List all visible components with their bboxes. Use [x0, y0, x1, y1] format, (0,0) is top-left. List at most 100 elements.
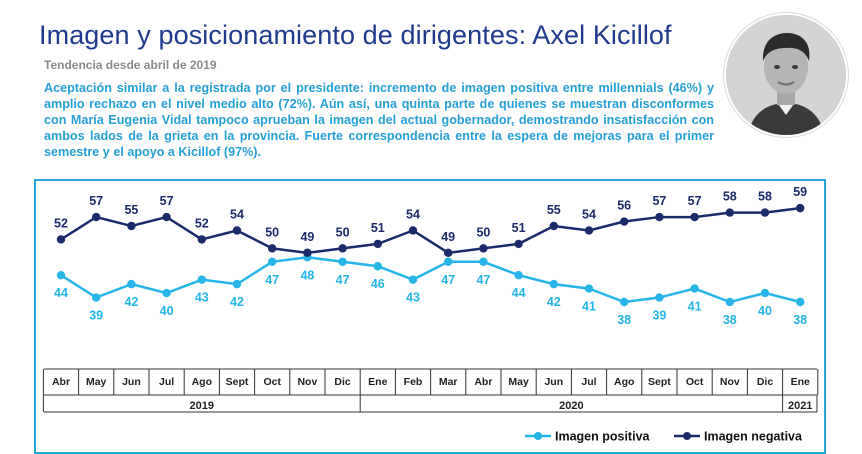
data-label: 48	[300, 268, 314, 282]
data-point	[479, 257, 488, 266]
data-label: 56	[617, 199, 631, 213]
x-tick-label: Jul	[581, 376, 596, 388]
x-tick-label: Mar	[439, 376, 458, 388]
x-tick-label: Nov	[297, 376, 317, 388]
data-point	[796, 297, 805, 307]
page-subtitle: Tendencia desde abril de 2019	[44, 58, 217, 72]
data-label: 57	[89, 194, 103, 208]
data-label: 47	[441, 273, 455, 287]
data-label: 47	[336, 273, 350, 287]
data-label: 52	[54, 216, 68, 230]
portrait-photo	[724, 13, 848, 137]
data-label: 42	[124, 295, 138, 309]
data-point	[373, 262, 382, 271]
data-label: 44	[54, 286, 68, 300]
x-tick-label: May	[86, 376, 107, 388]
x-tick-label: Ago	[192, 376, 212, 388]
data-label: 54	[582, 207, 596, 221]
data-label: 41	[582, 300, 596, 314]
x-tick-label: Dic	[757, 376, 774, 388]
data-point	[127, 221, 136, 231]
data-label: 58	[758, 190, 772, 204]
portrait-illustration	[726, 15, 846, 135]
data-label: 43	[406, 291, 420, 305]
data-label: 47	[476, 273, 490, 287]
data-label: 40	[758, 304, 772, 318]
data-label: 54	[406, 207, 420, 221]
data-label: 59	[793, 185, 807, 199]
description-text: Aceptación similar a la registrada por e…	[44, 81, 714, 159]
data-point	[690, 284, 699, 293]
data-label: 55	[124, 203, 138, 217]
data-label: 52	[195, 216, 209, 230]
data-point	[584, 226, 594, 235]
x-tick-label: Ene	[791, 376, 810, 388]
legend-marker	[683, 432, 691, 440]
data-point	[373, 239, 382, 249]
data-point	[92, 212, 101, 222]
data-label: 57	[160, 194, 174, 208]
data-point	[725, 208, 734, 217]
x-tick-label: Jun	[544, 376, 563, 388]
data-label: 43	[195, 291, 209, 305]
data-point	[268, 244, 277, 253]
data-point	[127, 279, 136, 289]
x-tick-label: Sept	[648, 376, 671, 388]
data-label: 42	[230, 295, 244, 309]
x-tick-label: Oct	[263, 376, 281, 388]
legend-label: Imagen positiva	[555, 430, 651, 444]
data-label: 50	[476, 225, 490, 239]
data-point	[56, 270, 66, 280]
x-tick-label: Oct	[686, 376, 704, 388]
data-point	[514, 270, 523, 280]
data-point	[197, 235, 206, 244]
data-label: 58	[723, 190, 737, 204]
year-label: 2021	[788, 400, 812, 412]
data-point	[444, 248, 453, 258]
data-label: 49	[441, 230, 455, 244]
data-label: 38	[723, 313, 737, 327]
data-point	[479, 244, 488, 253]
data-label: 46	[371, 277, 385, 291]
data-point	[655, 212, 664, 222]
data-point	[584, 284, 594, 293]
data-point	[760, 208, 770, 217]
data-point	[232, 226, 242, 235]
data-point	[338, 257, 347, 266]
legend-label: Imagen negativa	[704, 430, 803, 444]
data-point	[620, 217, 629, 226]
data-point	[549, 279, 558, 289]
data-point	[690, 212, 699, 222]
x-tick-label: Abr	[52, 376, 70, 388]
x-tick-label: Jul	[159, 376, 174, 388]
data-label: 47	[265, 273, 279, 287]
year-label: 2019	[190, 400, 214, 412]
x-tick-label: Sept	[226, 376, 249, 388]
data-point	[56, 235, 66, 244]
data-label: 50	[265, 225, 279, 239]
data-label: 38	[617, 313, 631, 327]
data-point	[725, 297, 734, 307]
legend-marker	[534, 432, 542, 440]
data-label: 40	[160, 304, 174, 318]
data-point	[514, 239, 523, 249]
data-point	[92, 293, 101, 302]
data-label: 55	[547, 203, 561, 217]
data-point	[303, 248, 312, 258]
data-label: 41	[688, 300, 702, 314]
data-point	[444, 257, 453, 266]
x-tick-label: Nov	[720, 376, 740, 388]
data-label: 39	[652, 309, 666, 323]
data-label: 39	[89, 309, 103, 323]
data-label: 57	[688, 194, 702, 208]
data-point	[408, 275, 418, 284]
data-point	[408, 226, 418, 235]
data-label: 50	[336, 225, 350, 239]
data-point	[796, 203, 805, 213]
data-label: 42	[547, 295, 561, 309]
data-point	[655, 293, 664, 302]
data-point	[232, 279, 242, 289]
data-label: 38	[793, 313, 807, 327]
year-label: 2020	[559, 400, 583, 412]
data-point	[338, 244, 347, 253]
